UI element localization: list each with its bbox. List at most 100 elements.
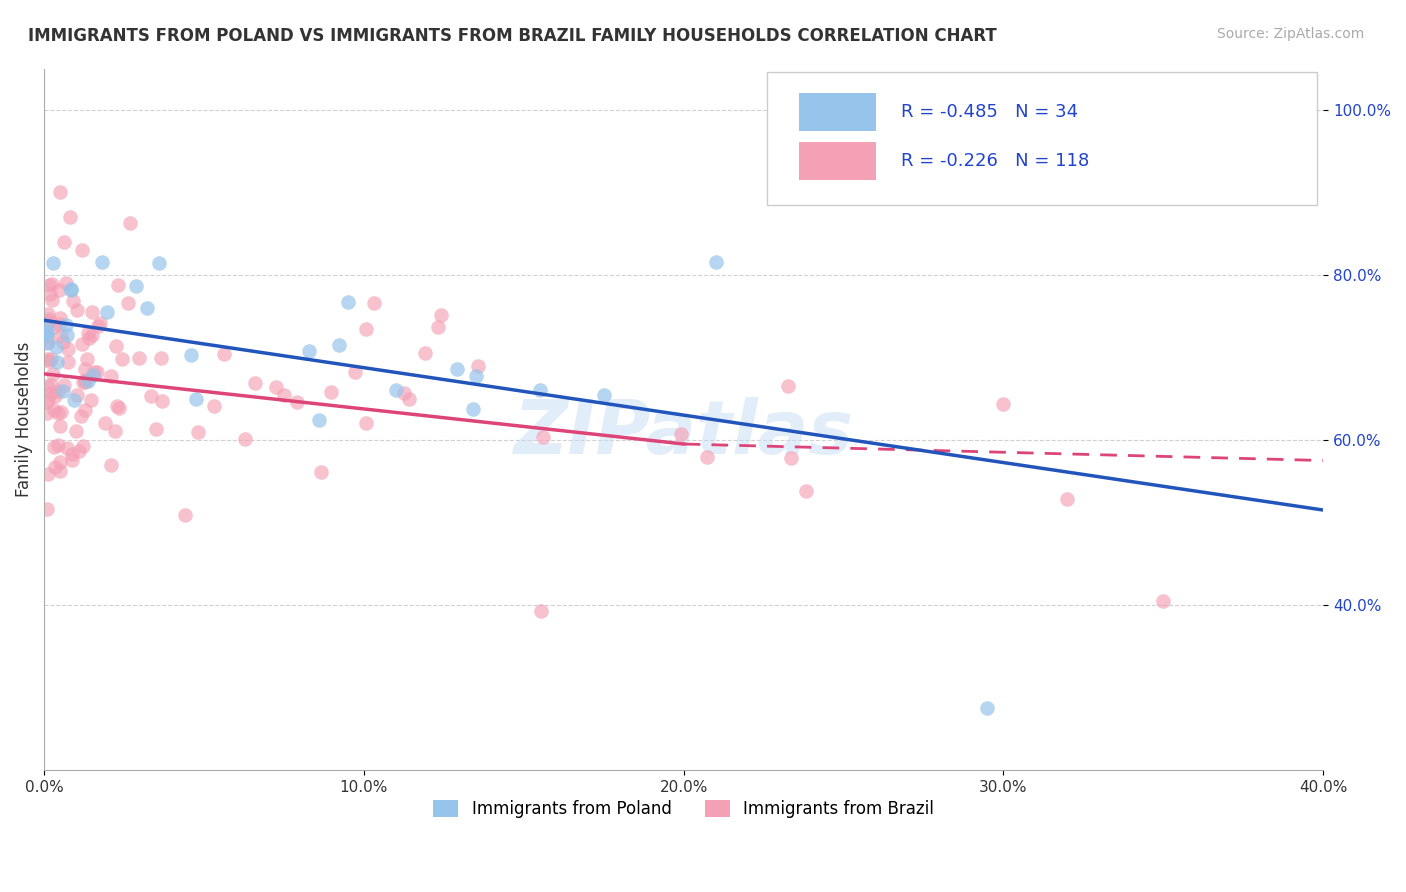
Point (72, 376, 94, 390)
Point (1056, 491, 1078, 506)
Point (233, 432, 256, 446)
Point (37, 326, 59, 341)
Point (82, 304, 104, 318)
Point (55, 318, 77, 332)
Point (94, 416, 117, 430)
Point (41, 293, 63, 307)
Point (56, 327, 79, 342)
Point (38, 277, 60, 292)
Point (96, 305, 118, 319)
Point (104, 424, 127, 438)
Point (73, 403, 96, 417)
Point (49, 455, 72, 469)
Point (59, 210, 82, 224)
Point (42, 403, 65, 417)
Point (298, 343, 321, 358)
Point (91, 255, 114, 269)
Point (39, 351, 62, 366)
Point (37, 335, 59, 350)
Point (72, 337, 94, 351)
Point (796, 484, 818, 499)
Point (592, 388, 614, 402)
Text: R = -0.485   N = 34: R = -0.485 N = 34 (901, 103, 1078, 121)
Point (53, 235, 76, 249)
Text: R = -0.226   N = 118: R = -0.226 N = 118 (901, 153, 1090, 170)
Point (285, 395, 308, 409)
Point (776, 379, 799, 393)
Point (529, 384, 551, 398)
Point (73, 362, 96, 376)
Point (308, 413, 330, 427)
Point (42, 368, 65, 382)
Point (118, 216, 141, 230)
Point (38, 287, 60, 301)
Point (42, 256, 65, 270)
Point (446, 361, 468, 376)
FancyBboxPatch shape (766, 72, 1317, 205)
Point (37, 352, 59, 367)
Point (461, 401, 484, 416)
Point (60, 453, 83, 467)
Point (671, 426, 693, 441)
Point (38, 312, 60, 326)
Point (125, 278, 148, 293)
Point (394, 386, 416, 401)
Point (49, 418, 72, 433)
Point (80, 327, 103, 342)
Point (993, 397, 1015, 411)
Point (51, 384, 73, 398)
Point (46, 438, 69, 452)
Point (86, 319, 108, 334)
Point (83, 365, 105, 379)
Bar (799, 93, 876, 131)
Point (356, 322, 378, 336)
Point (48, 283, 70, 297)
Point (82, 368, 104, 383)
Point (69, 409, 91, 423)
Point (145, 422, 167, 436)
Point (779, 450, 801, 465)
Point (48, 317, 70, 331)
Point (363, 296, 385, 310)
Point (59, 282, 82, 296)
Point (128, 351, 150, 366)
Point (148, 256, 170, 270)
Point (46, 355, 69, 369)
Point (44, 389, 66, 403)
Point (42, 441, 65, 455)
Point (336, 295, 359, 310)
Point (65, 424, 87, 438)
Point (86, 365, 108, 379)
Point (37, 378, 59, 392)
Point (38, 354, 60, 368)
Point (429, 308, 451, 322)
Point (356, 416, 378, 430)
Point (49, 311, 72, 326)
Point (52, 334, 75, 349)
Point (41, 277, 63, 291)
Point (398, 392, 420, 407)
Point (107, 277, 129, 292)
Point (100, 458, 122, 472)
Point (343, 365, 366, 379)
Point (37, 395, 59, 409)
Point (976, 701, 998, 715)
Point (77, 331, 100, 345)
Point (44, 320, 66, 334)
Point (37, 306, 59, 320)
Point (59, 283, 82, 297)
Point (309, 465, 332, 479)
Point (39, 386, 62, 401)
Point (56, 355, 79, 369)
Point (273, 388, 295, 402)
Point (75, 375, 97, 389)
Point (530, 604, 553, 618)
Point (37, 502, 59, 516)
Point (105, 399, 128, 413)
Point (72, 439, 94, 453)
Point (696, 450, 718, 464)
Point (37, 392, 59, 407)
Point (62, 294, 84, 309)
Point (55, 276, 77, 290)
Point (37, 327, 59, 342)
